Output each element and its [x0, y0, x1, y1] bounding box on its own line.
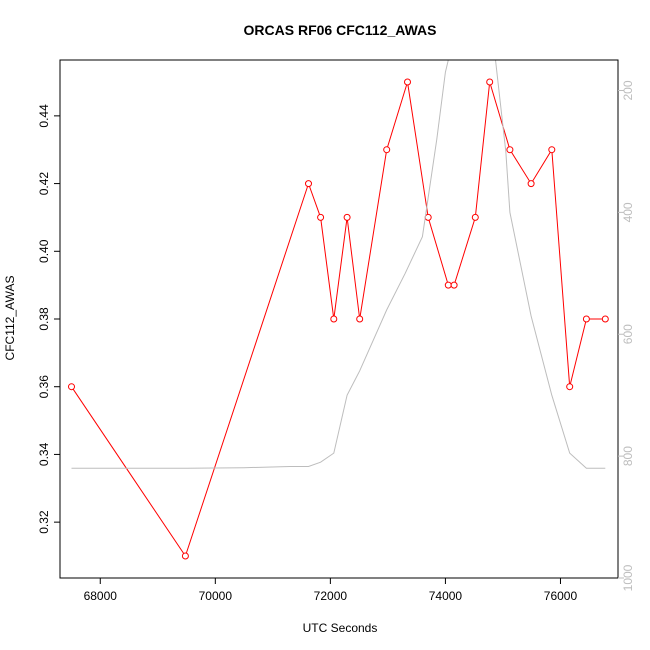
y2-tick-label: 200: [621, 80, 635, 100]
y-tick-label: 0.44: [37, 104, 51, 128]
cfc112-series-line: [71, 81, 606, 558]
y-tick-label: 0.40: [37, 239, 51, 263]
y-tick-label: 0.32: [37, 510, 51, 534]
data-point: [68, 383, 75, 391]
data-point: [444, 281, 452, 289]
data-point: [471, 213, 479, 221]
data-point: [330, 315, 338, 323]
y-tick-label: 0.36: [37, 375, 51, 399]
x-tick-label: 76000: [544, 589, 578, 603]
data-point: [527, 180, 535, 188]
data-point: [181, 552, 189, 560]
data-point: [317, 213, 325, 221]
y2-tick-label: 800: [621, 446, 635, 466]
data-point: [305, 180, 312, 188]
y-tick-label: 0.42: [37, 172, 51, 196]
y2-tick-label: 400: [621, 202, 635, 222]
data-point: [582, 315, 590, 323]
data-point: [486, 78, 494, 86]
data-point: [506, 146, 514, 154]
y2-tick-label: 1000: [621, 564, 635, 591]
data-point: [548, 146, 556, 154]
data-point: [424, 213, 432, 221]
chart-title: ORCAS RF06 CFC112_AWAS: [244, 22, 437, 38]
x-axis-label: UTC Seconds: [303, 621, 378, 635]
x-tick-label: 72000: [314, 589, 348, 603]
data-point: [566, 383, 574, 391]
data-point: [356, 315, 364, 323]
pressure-series-line: [71, 60, 606, 469]
y2-tick-label: 600: [621, 324, 635, 344]
y-tick-label: 0.34: [37, 442, 51, 466]
x-tick-label: 70000: [199, 589, 233, 603]
data-point: [383, 146, 391, 154]
y-tick-label: 0.38: [37, 307, 51, 331]
y-axis-label: CFC112_AWAS: [3, 276, 17, 361]
data-point: [343, 213, 351, 221]
plot-frame: [59, 59, 619, 579]
plot-area: 68000 70000 72000 74000 76000 0.32 0.34 0.36 0.3…: [37, 59, 635, 603]
x-tick-label: 74000: [429, 589, 463, 603]
data-point: [601, 315, 609, 323]
data-point: [404, 78, 411, 86]
data-point: [450, 281, 458, 289]
x-tick-label: 68000: [84, 589, 118, 603]
